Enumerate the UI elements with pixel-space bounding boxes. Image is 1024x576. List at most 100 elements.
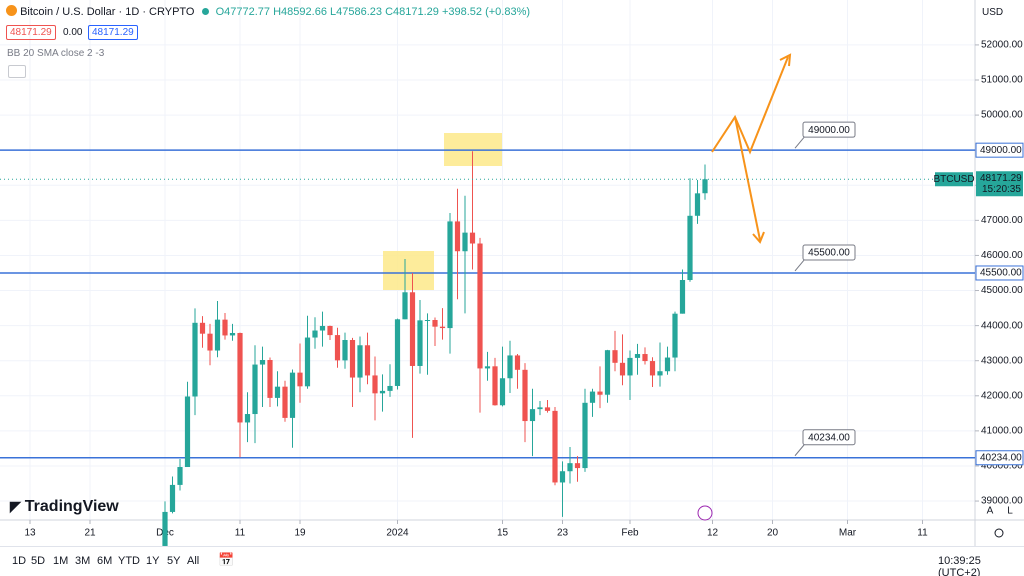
projection-arrow xyxy=(711,56,789,155)
x-tick-label: 21 xyxy=(84,528,96,539)
candle-body xyxy=(364,345,371,376)
buy-price[interactable]: 48171.29 xyxy=(88,25,138,40)
candle-body xyxy=(567,463,573,472)
x-tick-label: 19 xyxy=(294,528,306,539)
candle-body xyxy=(169,484,176,512)
candle-body xyxy=(387,385,393,391)
candle-body xyxy=(574,463,581,469)
candle-body xyxy=(192,322,198,397)
candle-body xyxy=(469,232,476,244)
brand-name: TradingView xyxy=(24,498,119,515)
candle-body xyxy=(597,391,603,395)
candle-body xyxy=(672,313,678,358)
coin-icon xyxy=(6,5,17,16)
ohlc-high: H48592.66 xyxy=(273,6,327,18)
candle-body xyxy=(454,221,461,252)
range-button[interactable]: YTD xyxy=(118,555,140,567)
x-tick-label: 23 xyxy=(557,528,569,539)
symbol-tag xyxy=(935,172,973,187)
highlight-box xyxy=(383,251,434,290)
callout-connector xyxy=(794,258,806,272)
candle-body xyxy=(342,340,348,361)
candle-body xyxy=(237,332,243,423)
range-button[interactable]: 5Y xyxy=(167,555,181,567)
candle-body xyxy=(327,325,333,336)
scale-mode-button[interactable]: L xyxy=(1007,506,1013,517)
candle-body xyxy=(177,467,183,485)
sell-price[interactable]: 48171.29 xyxy=(6,25,56,40)
candle-body xyxy=(477,243,483,369)
symbol-tag-label: BTCUSD xyxy=(933,174,974,185)
candle-body xyxy=(409,292,416,366)
y-tick-label: 50000.00 xyxy=(981,110,1023,121)
y-tick-label: 52000.00 xyxy=(981,40,1023,51)
candle-body xyxy=(582,402,588,469)
y-tick-label: 42000.00 xyxy=(981,390,1023,401)
candle-body xyxy=(589,391,596,403)
scale-mode-button[interactable]: A xyxy=(987,506,994,517)
y-tick-label: 47000.00 xyxy=(981,215,1023,226)
y-tick-label: 43000.00 xyxy=(981,355,1023,366)
symbol: Bitcoin / U.S. Dollar · 1D · CRYPTO xyxy=(20,6,195,18)
candle-body xyxy=(499,378,506,406)
callout-label: 49000.00 xyxy=(808,125,850,136)
candle-body xyxy=(507,355,513,379)
y-tick-label: 46000.00 xyxy=(981,250,1023,261)
range-button[interactable]: 6M xyxy=(97,555,113,567)
range-button[interactable]: 3M xyxy=(75,555,91,567)
candle-body xyxy=(559,471,566,483)
candle-body xyxy=(687,215,693,280)
candle-body xyxy=(289,372,296,418)
candle-body xyxy=(417,320,423,366)
candle-body xyxy=(252,364,258,415)
candle-body xyxy=(199,322,206,334)
x-tick-label: Feb xyxy=(621,528,639,539)
ohlc-open: O47772.77 xyxy=(215,6,271,18)
candle-body xyxy=(694,193,701,216)
candle-body xyxy=(379,390,386,394)
candle-body xyxy=(447,221,453,329)
status-dot xyxy=(201,8,209,15)
chart: 39000.00 40000.00 41000.00 42000.00 43000.00… xyxy=(0,0,1024,546)
candle-body xyxy=(537,407,543,410)
level-tag-label: 40234.00 xyxy=(980,452,1022,463)
currency[interactable]: USD xyxy=(982,7,1004,18)
range-button[interactable]: All xyxy=(187,555,200,567)
callout-connector xyxy=(794,135,806,149)
level-tag-label: 45500.00 xyxy=(980,268,1022,279)
level-tag xyxy=(975,265,1024,281)
level-tag-label: 49000.00 xyxy=(980,145,1022,156)
range-button[interactable]: 1Y xyxy=(146,555,160,567)
candle-body xyxy=(619,362,626,376)
ohlc-low: L47586.23 xyxy=(330,6,382,18)
candle-body xyxy=(484,366,491,369)
callout-label: 40234.00 xyxy=(808,432,850,443)
x-tick-label: 11 xyxy=(235,528,246,539)
y-tick-label: 45000.00 xyxy=(981,285,1023,296)
candle-body xyxy=(492,366,498,406)
range-button[interactable]: 5D xyxy=(31,555,46,567)
collapse-button[interactable] xyxy=(8,65,26,78)
callout-box xyxy=(802,121,856,138)
x-tick-label: 12 xyxy=(707,528,719,539)
candle-body xyxy=(552,410,558,483)
callout-box xyxy=(802,244,856,261)
candle-body xyxy=(649,361,656,376)
range-button[interactable]: 1M xyxy=(53,555,69,567)
candle-body xyxy=(184,396,191,468)
bottom-toolbar: 📅 10:39:25 (UTC+2) 1D 5D 1M 3M 6M YTD 1Y 5Y All xyxy=(0,546,1024,576)
settings-button[interactable] xyxy=(994,528,1004,538)
candle-body xyxy=(222,319,228,336)
spread: 0.00 xyxy=(63,27,83,38)
range-button[interactable]: 1D xyxy=(12,555,27,567)
date-range-icon[interactable]: 📅 xyxy=(218,552,235,567)
level-tag xyxy=(975,142,1024,158)
candle-body xyxy=(394,319,401,386)
candle-body xyxy=(259,360,266,365)
candle-body xyxy=(244,414,251,423)
candle-body xyxy=(702,179,708,194)
x-tick-label: Mar xyxy=(839,528,857,539)
countdown: 15:20:35 xyxy=(982,184,1021,195)
candle-body xyxy=(207,333,213,351)
